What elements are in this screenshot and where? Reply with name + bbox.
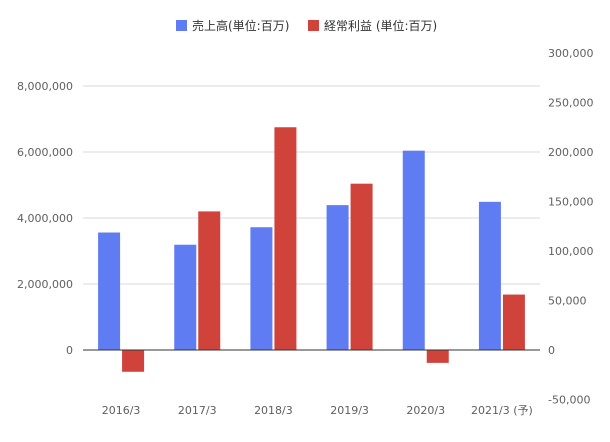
legend: 売上高(単位:百万) 経常利益 (単位:百万) [176,18,437,33]
right-tick-label: 150,000 [548,196,594,209]
right-tick-label: 300,000 [548,47,594,60]
bar-revenue-2 [174,244,197,350]
left-tick-label: 6,000,000 [17,146,73,159]
legend-swatch-2 [308,20,319,31]
bar-revenue-5 [402,150,425,350]
right-tick-label: 50,000 [548,295,587,308]
grid-lines [83,85,540,285]
left-tick-label: 4,000,000 [17,212,73,225]
right-tick-label: 200,000 [548,146,594,159]
legend-label-2: 経常利益 (単位:百万) [324,18,437,33]
left-tick-label: 0 [66,344,73,357]
bar-revenue-6 [478,201,501,350]
x-tick-label: 2018/3 [254,404,293,417]
x-tick-label: 2021/3 (予) [471,404,533,417]
x-tick-label: 2019/3 [330,404,369,417]
bar-ordinary-profit-2 [198,211,221,350]
right-tick-label: 100,000 [548,245,594,258]
bar-ordinary-profit-3 [274,127,297,350]
bar-revenue-4 [326,205,349,350]
right-tick-label: 0 [548,344,555,357]
bar-revenue-1 [98,232,121,350]
left-tick-label: 8,000,000 [17,80,73,93]
bar-ordinary-profit-1 [122,350,145,372]
x-tick-label: 2016/3 [102,404,141,417]
x-axis: 2016/3 2017/3 2018/3 2019/3 2020/3 2021/3 (予) [102,404,533,417]
x-tick-label: 2020/3 [406,404,445,417]
right-tick-label: 250,000 [548,97,594,110]
right-tick-label: -50,000 [548,394,590,407]
legend-swatch-1 [176,20,187,31]
bar-ordinary-profit-5 [426,350,449,363]
x-tick-label: 2017/3 [178,404,217,417]
left-tick-label: 2,000,000 [17,278,73,291]
legend-label-1: 売上高(単位:百万) [192,18,289,33]
right-y-axis: -50,000 0 50,000 100,000 150,000 200,000 250,0… [548,47,594,407]
left-y-axis: 0 2,000,000 4,000,000 6,000,000 8,000,000 [17,80,73,357]
bar-ordinary-profit-4 [350,183,373,350]
bars [98,127,525,372]
bar-ordinary-profit-6 [502,294,525,350]
bar-revenue-3 [250,227,273,350]
